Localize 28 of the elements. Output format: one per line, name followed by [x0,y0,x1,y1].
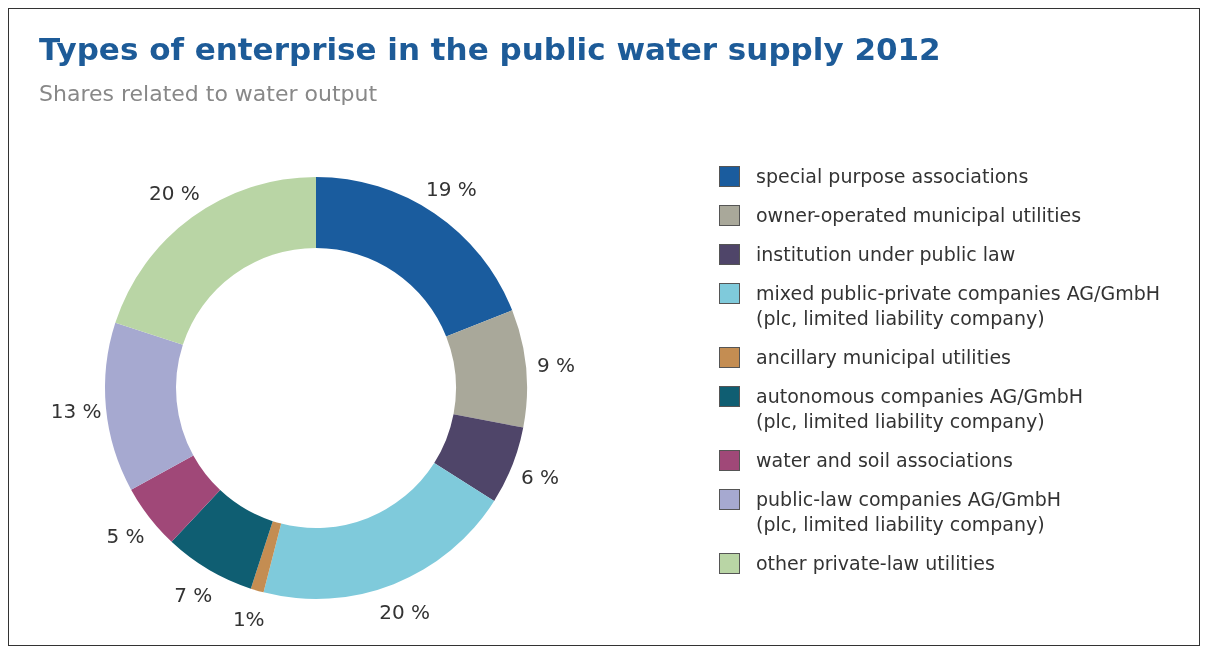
donut-slice [316,177,513,337]
data-label: 7 % [174,583,213,608]
data-label: 13 % [50,398,102,423]
data-label: 20 % [148,181,200,206]
legend-label: mixed public-private companies AG/GmbH (plc, limited liability company) [756,281,1161,331]
legend-label: institution under public law [756,242,1016,267]
legend-label: other private-law utilities [756,551,995,576]
legend-label: autonomous companies AG/GmbH (plc, limited liability company) [756,384,1084,434]
donut-slice [263,463,495,599]
legend-label: owner-operated municipal utilities [756,203,1082,228]
data-label: 1% [232,607,265,632]
data-label: 20 % [379,600,431,625]
donut-slice [250,521,282,593]
donut-slice [171,490,273,589]
data-label: 19 % [426,176,477,201]
donut-slice [434,414,524,502]
data-label: 9 % [536,353,575,378]
legend-label: special purpose associations [756,164,1029,189]
chart-subtitle: Shares related to water output [39,81,378,106]
donut-slice [115,177,316,345]
legend-label: water and soil associations [756,448,1013,473]
donut-slice [446,310,527,428]
donut-slice [105,322,194,490]
data-label: 5 % [106,523,145,548]
legend-label: public-law companies AG/GmbH (plc, limited liability company) [756,487,1062,537]
chart-title: Types of enterprise in the public water supply 2012 [39,31,941,67]
data-label: 6 % [521,464,560,489]
legend-label: ancillary municipal utilities [756,345,1011,370]
